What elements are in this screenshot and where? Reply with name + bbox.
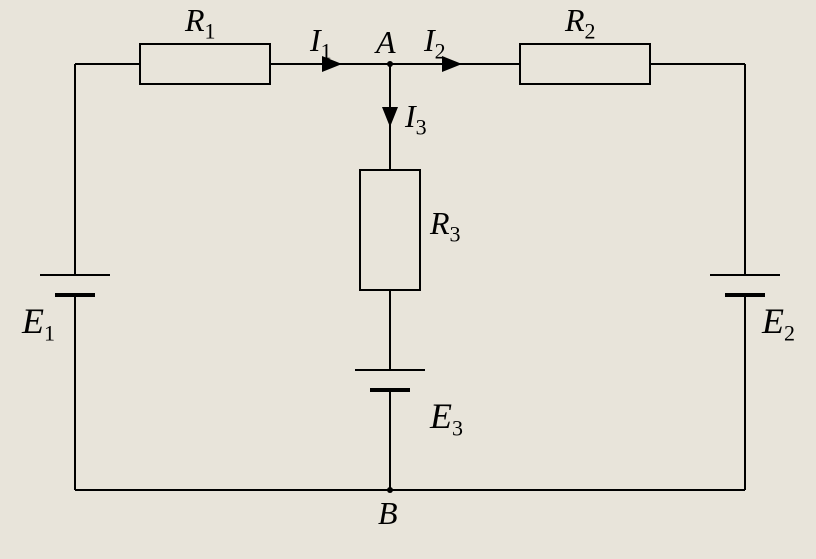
circuit-svg — [0, 0, 816, 559]
label-i1: I1 — [310, 22, 332, 64]
resistor-r2 — [520, 44, 650, 84]
label-e3: E3 — [430, 395, 463, 441]
resistor-r1 — [140, 44, 270, 84]
label-r1: R1 — [185, 2, 216, 44]
label-node-a: A — [376, 24, 396, 61]
label-i2: I2 — [424, 22, 446, 64]
label-r2: R2 — [565, 2, 596, 44]
circuit-diagram: R1 R2 R3 I1 I2 I3 A B E1 E2 E3 — [0, 0, 816, 559]
node-b-dot — [387, 487, 393, 493]
node-a-dot — [387, 61, 393, 67]
label-node-b: B — [378, 495, 398, 532]
label-e2: E2 — [762, 300, 795, 346]
resistor-r3 — [360, 170, 420, 290]
label-e1: E1 — [22, 300, 55, 346]
label-r3: R3 — [430, 205, 461, 247]
label-i3: I3 — [405, 98, 427, 140]
